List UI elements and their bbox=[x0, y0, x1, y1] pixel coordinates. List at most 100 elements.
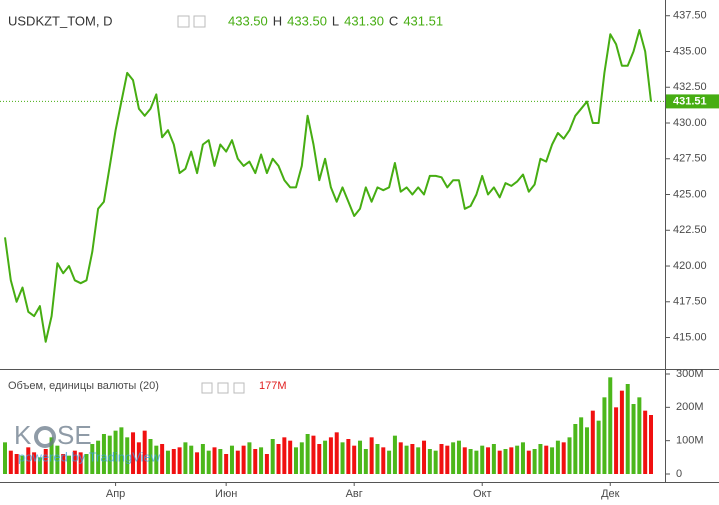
volume-bar bbox=[474, 450, 479, 474]
volume-bar bbox=[515, 445, 520, 474]
volume-bar bbox=[550, 447, 555, 474]
price-line bbox=[4, 29, 652, 343]
volume-bar bbox=[526, 450, 531, 474]
volume-bar bbox=[311, 435, 316, 474]
volume-bar bbox=[590, 410, 595, 474]
volume-bar bbox=[363, 449, 368, 474]
volume-bar bbox=[276, 444, 281, 474]
volume-bar bbox=[532, 449, 537, 474]
volume-bar bbox=[631, 404, 636, 474]
volume-bar bbox=[555, 440, 560, 474]
volume-bar bbox=[293, 447, 298, 474]
volume-bar bbox=[619, 390, 624, 474]
volume-bar bbox=[253, 449, 258, 474]
volume-bar bbox=[369, 437, 374, 474]
volume-bar bbox=[328, 437, 333, 474]
volume-bar bbox=[8, 450, 13, 474]
volume-bar bbox=[538, 444, 543, 474]
volume-bar bbox=[649, 415, 653, 474]
volume-bar bbox=[78, 452, 83, 474]
volume-bar bbox=[398, 442, 403, 474]
volume-tick-label: 0 bbox=[676, 468, 682, 480]
volume-bar bbox=[637, 397, 642, 474]
volume-bar bbox=[235, 450, 240, 474]
volume-bar bbox=[282, 437, 287, 474]
volume-bar bbox=[614, 407, 619, 474]
volume-bar bbox=[445, 445, 450, 474]
last-price-label: 431.51 bbox=[673, 95, 707, 107]
y-tick-label: 432.50 bbox=[673, 81, 707, 93]
volume-bar bbox=[270, 439, 275, 474]
volume-bar bbox=[340, 442, 345, 474]
x-tick-label: Апр bbox=[106, 488, 125, 500]
volume-bar bbox=[107, 435, 112, 474]
volume-bar bbox=[451, 442, 456, 474]
x-tick-label: Окт bbox=[473, 488, 492, 500]
y-tick-label: 437.50 bbox=[673, 10, 707, 22]
volume-bar bbox=[218, 449, 223, 474]
volume-bar bbox=[317, 444, 322, 474]
volume-bar bbox=[334, 432, 339, 474]
volume-bar bbox=[486, 447, 491, 474]
y-tick-label: 417.50 bbox=[673, 296, 707, 308]
volume-bar bbox=[608, 377, 613, 474]
volume-bar bbox=[643, 410, 648, 474]
volume-bar bbox=[61, 454, 66, 474]
symbol-title: USDKZT_TOM, D bbox=[8, 13, 113, 28]
volume-tick-label: 200M bbox=[676, 401, 704, 413]
volume-bar bbox=[49, 437, 54, 474]
y-tick-label: 427.50 bbox=[673, 153, 707, 165]
volume-bar bbox=[567, 437, 572, 474]
x-tick-label: Дек bbox=[601, 488, 620, 500]
volume-bar bbox=[544, 445, 549, 474]
volume-bar bbox=[14, 454, 19, 474]
volume-bar bbox=[90, 444, 95, 474]
y-tick-label: 420.00 bbox=[673, 260, 707, 272]
volume-bar bbox=[439, 444, 444, 474]
volume-bar bbox=[509, 447, 514, 474]
ohlc-value: 431.30 bbox=[344, 13, 384, 28]
volume-bar bbox=[3, 442, 7, 474]
y-tick-label: 425.00 bbox=[673, 188, 707, 200]
volume-bar bbox=[195, 452, 200, 474]
volume-bar bbox=[241, 445, 246, 474]
x-tick-label: Авг bbox=[346, 488, 363, 500]
volume-bar bbox=[573, 424, 578, 474]
volume-bar bbox=[84, 454, 89, 474]
volume-bar bbox=[259, 447, 264, 474]
volume-bar bbox=[422, 440, 427, 474]
volume-bar bbox=[183, 442, 188, 474]
volume-bar bbox=[323, 440, 328, 474]
ohlc-value: 431.51 bbox=[403, 13, 443, 28]
volume-bar bbox=[200, 444, 205, 474]
watermark-ring bbox=[34, 426, 56, 448]
y-tick-label: 430.00 bbox=[673, 117, 707, 129]
volume-bar bbox=[561, 442, 566, 474]
volume-tick-label: 300M bbox=[676, 368, 704, 380]
volume-bar bbox=[299, 442, 304, 474]
volume-bar bbox=[602, 397, 607, 474]
volume-bar bbox=[148, 439, 153, 474]
volume-bar bbox=[171, 449, 176, 474]
ohlc-key: H bbox=[273, 13, 282, 28]
volume-bars bbox=[3, 377, 653, 474]
ohlc-value: 433.50 bbox=[287, 13, 327, 28]
ohlc-key: C bbox=[389, 13, 398, 28]
volume-bar bbox=[119, 427, 124, 474]
volume-bar bbox=[352, 445, 357, 474]
watermark-text: powered by TradingView bbox=[18, 449, 161, 464]
volume-bar bbox=[497, 450, 502, 474]
volume-title: Объем, единицы валюты (20) bbox=[8, 380, 159, 392]
volume-bar bbox=[32, 452, 37, 474]
watermark-left: K bbox=[14, 420, 32, 450]
volume-bar bbox=[468, 449, 473, 474]
header-icons bbox=[177, 15, 245, 394]
volume-bar bbox=[456, 440, 461, 474]
ohlc-key: L bbox=[332, 13, 339, 28]
volume-bar bbox=[136, 442, 141, 474]
volume-bar bbox=[37, 457, 42, 474]
watermark-right: SE bbox=[57, 420, 92, 450]
volume-tick-label: 100M bbox=[676, 435, 704, 447]
volume-bar bbox=[392, 435, 397, 474]
volume-bar bbox=[375, 444, 380, 474]
